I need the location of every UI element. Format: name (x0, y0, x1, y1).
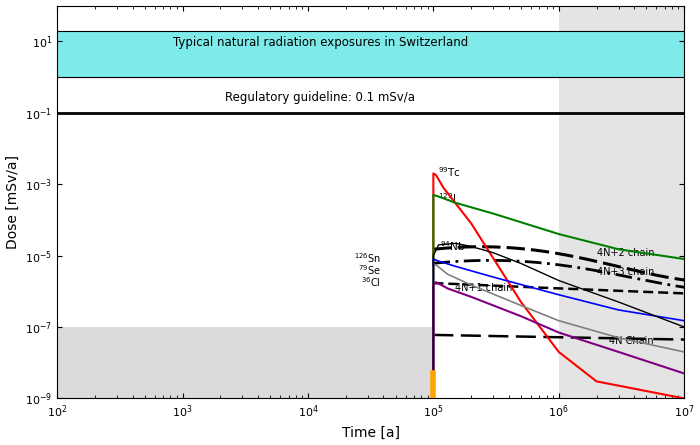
Text: $^{129}$I: $^{129}$I (438, 191, 456, 205)
Text: $^{99}$Tc: $^{99}$Tc (438, 165, 461, 179)
X-axis label: Time [a]: Time [a] (342, 425, 400, 440)
Text: 4N+3 chain: 4N+3 chain (596, 267, 654, 277)
Text: $^{36}$Cl: $^{36}$Cl (361, 275, 381, 289)
Text: 4N+1 chain: 4N+1 chain (456, 283, 513, 293)
Text: $^{126}$Sn: $^{126}$Sn (354, 251, 381, 265)
Text: $^{94}$Nb: $^{94}$Nb (440, 239, 465, 253)
Text: $^{79}$Se: $^{79}$Se (358, 263, 381, 277)
Text: 4N+2 chain: 4N+2 chain (596, 248, 654, 258)
Y-axis label: Dose [mSv/a]: Dose [mSv/a] (6, 155, 20, 249)
Text: Regulatory guideline: 0.1 mSv/a: Regulatory guideline: 0.1 mSv/a (225, 91, 416, 105)
Text: Typical natural radiation exposures in Switzerland: Typical natural radiation exposures in S… (173, 36, 468, 49)
Text: 4N Chain: 4N Chain (609, 336, 653, 346)
